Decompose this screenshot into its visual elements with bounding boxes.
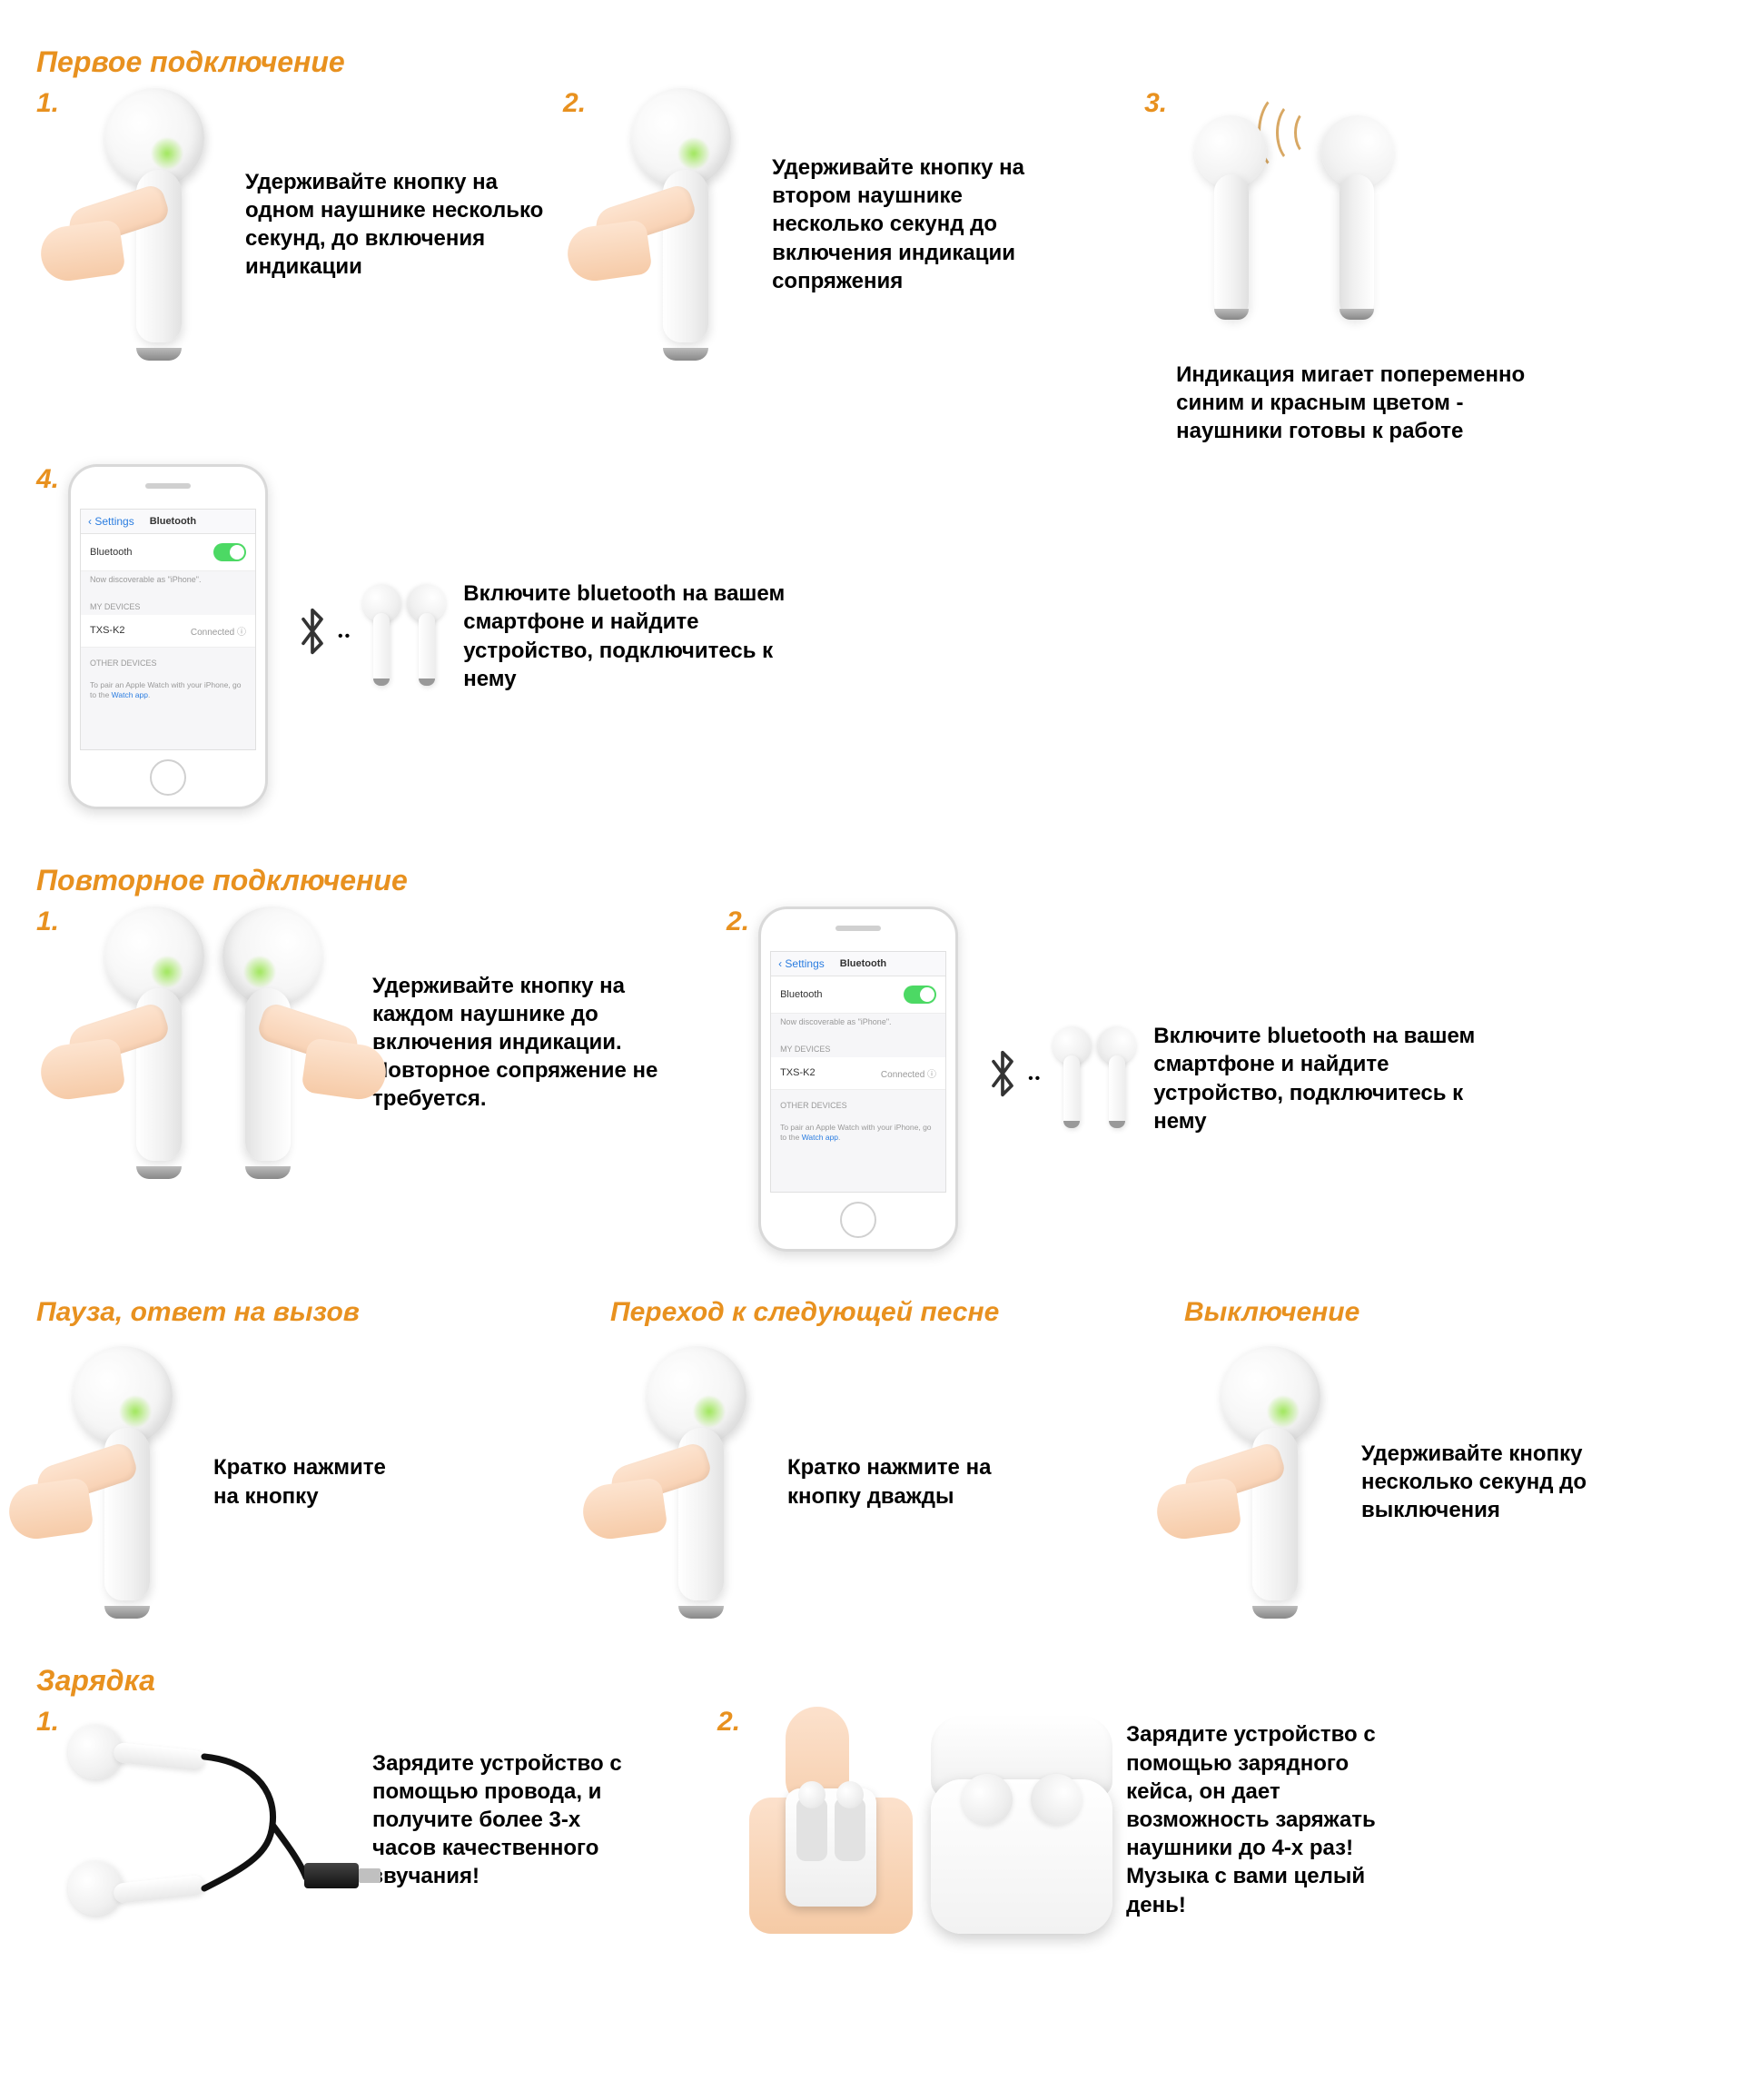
step-text: Удерживайте кнопку на втором наушнике не… bbox=[772, 154, 1072, 295]
step-number: 2. bbox=[717, 1707, 740, 1738]
bluetooth-connection-icon: •• bbox=[984, 1025, 1140, 1134]
step-text: Удерживайте кнопку несколько секунд до в… bbox=[1361, 1440, 1616, 1525]
control-pause: Пауза, ответ на вызов Кратко нажмите на … bbox=[36, 1279, 556, 1619]
earbud-finger-illustration bbox=[610, 1346, 774, 1619]
phone-illustration: ‹ Settings Bluetooth Bluetooth Now disco… bbox=[758, 906, 958, 1252]
step-text: Удерживайте кнопку на одном наушнике нес… bbox=[245, 168, 545, 282]
hand-holding-case-icon bbox=[749, 1707, 913, 1934]
mini-earbuds-icon bbox=[359, 582, 450, 691]
step-number: 1. bbox=[36, 88, 59, 119]
step-text: Включите bluetooth на вашем смартфоне и … bbox=[463, 579, 826, 693]
step-number: 1. bbox=[36, 906, 59, 937]
case-charging-illustration bbox=[749, 1707, 1112, 1934]
step-number: 3. bbox=[1144, 88, 1167, 119]
control-next: Переход к следующей песне Кратко нажмите… bbox=[610, 1279, 1130, 1619]
section2-title: Повторное подключение bbox=[36, 864, 1704, 897]
earbud-finger-illustration bbox=[595, 88, 758, 361]
step-number: 1. bbox=[36, 1707, 59, 1738]
device-name: TXS-K2 bbox=[90, 625, 125, 636]
step-text: Включите bluetooth на вашем смартфоне и … bbox=[1153, 1022, 1517, 1135]
bluetooth-connection-icon: •• bbox=[294, 582, 450, 691]
step-text: Кратко нажмите на кнопку bbox=[213, 1453, 413, 1510]
section1-step1: 1. Удерживайте кнопку на одном наушнике … bbox=[36, 88, 545, 361]
sound-waves-icon bbox=[1267, 88, 1321, 179]
section4-row: 1. Зарядите устройство с помощью провода… bbox=[36, 1707, 1704, 1934]
my-devices-label: MY DEVICES bbox=[81, 591, 255, 615]
finger-icon bbox=[568, 161, 695, 270]
earbud-pair-illustration bbox=[1176, 88, 1412, 361]
other-devices-label: OTHER DEVICES bbox=[81, 648, 255, 671]
section1-row2: 4. ‹ Settings Bluetooth Bluetooth bbox=[36, 464, 1704, 809]
earbud-double-illustration bbox=[68, 906, 359, 1179]
bluetooth-icon bbox=[294, 606, 331, 668]
phone-screen: ‹ Settings Bluetooth Bluetooth Now disco… bbox=[80, 509, 256, 750]
discoverable-text: Now discoverable as "iPhone". bbox=[81, 571, 255, 591]
section1-row1: 1. Удерживайте кнопку на одном наушнике … bbox=[36, 88, 1704, 446]
step-text: Индикация мигает попеременно синим и кра… bbox=[1176, 361, 1539, 446]
bluetooth-toggle-label: Bluetooth bbox=[90, 547, 132, 558]
phone-illustration: ‹ Settings Bluetooth Bluetooth Now disco… bbox=[68, 464, 268, 809]
section1-step2: 2. Удерживайте кнопку на втором наушнике… bbox=[563, 88, 1072, 361]
toggle-icon bbox=[904, 986, 936, 1004]
section1-step3: 3. Индикация мигает попеременно синим и … bbox=[1144, 88, 1539, 446]
controls-section: Пауза, ответ на вызов Кратко нажмите на … bbox=[36, 1279, 1704, 1619]
earbud-finger-illustration bbox=[36, 1346, 200, 1619]
section2-step1: 1. Удерживайте кнопку на каждом наушнике… bbox=[36, 906, 672, 1179]
step-number: 2. bbox=[727, 906, 749, 937]
step-text: Зарядите устройство с помощью зарядного … bbox=[1126, 1720, 1417, 1918]
phone-footer-text: To pair an Apple Watch with your iPhone,… bbox=[81, 671, 255, 709]
section2-row: 1. Удерживайте кнопку на каждом наушнике… bbox=[36, 906, 1704, 1252]
connected-status: Connected ⓘ bbox=[191, 624, 246, 638]
step-number: 4. bbox=[36, 464, 59, 495]
step-text: Зарядите устройство с помощью провода, и… bbox=[372, 1749, 645, 1891]
toggle-icon bbox=[213, 543, 246, 561]
finger-icon bbox=[41, 161, 168, 270]
section2-step2: 2. ‹ Settings Bluetooth Bluetooth bbox=[727, 906, 1517, 1252]
section4-step1: 1. Зарядите устройство с помощью провода… bbox=[36, 1707, 645, 1934]
control-title: Пауза, ответ на вызов bbox=[36, 1297, 556, 1328]
step-text: Удерживайте кнопку на каждом наушнике до… bbox=[372, 972, 672, 1114]
section4-step2: 2. Зарядите устройство с помощью зарядно… bbox=[717, 1707, 1417, 1934]
earbud-finger-illustration bbox=[68, 88, 232, 361]
control-title: Переход к следующей песне bbox=[610, 1297, 1130, 1328]
control-title: Выключение bbox=[1184, 1297, 1704, 1328]
cable-charging-illustration bbox=[68, 1707, 359, 1934]
section1-title: Первое подключение bbox=[36, 45, 1704, 79]
earbud-finger-illustration bbox=[1184, 1346, 1348, 1619]
mini-case-icon bbox=[786, 1788, 876, 1907]
section1-step4: 4. ‹ Settings Bluetooth Bluetooth bbox=[36, 464, 826, 809]
dots-icon: •• bbox=[338, 629, 351, 645]
charging-case-icon bbox=[931, 1716, 1112, 1934]
control-off: Выключение Удерживайте кнопку несколько … bbox=[1184, 1279, 1704, 1619]
step-number: 2. bbox=[563, 88, 586, 119]
step-text: Кратко нажмите на кнопку дважды bbox=[787, 1453, 1005, 1510]
phone-screen-title: Bluetooth bbox=[134, 516, 212, 527]
section4-title: Зарядка bbox=[36, 1664, 1704, 1698]
bluetooth-icon bbox=[984, 1048, 1021, 1110]
phone-back-label: ‹ Settings bbox=[88, 515, 134, 528]
usb-icon bbox=[304, 1863, 359, 1888]
home-button-icon bbox=[150, 759, 186, 796]
